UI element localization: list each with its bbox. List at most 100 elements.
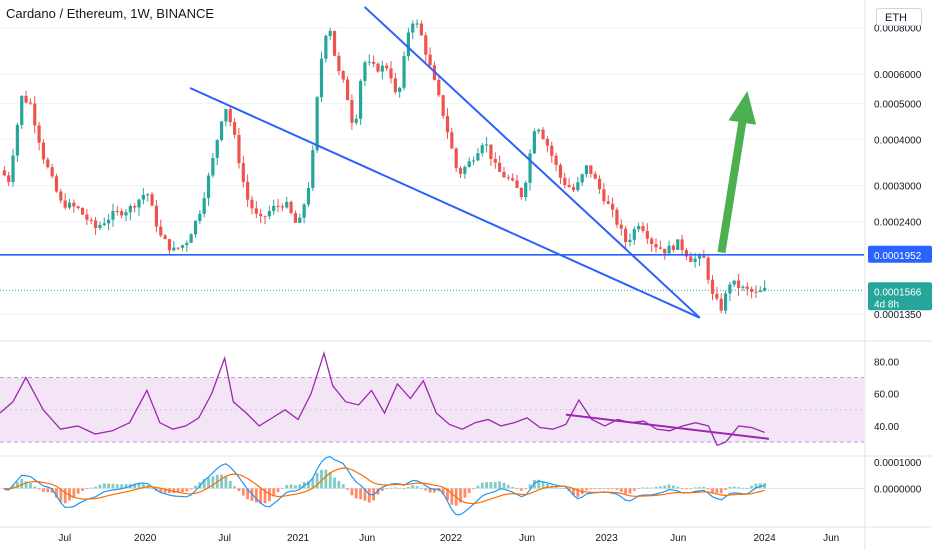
- candle[interactable]: [76, 205, 80, 210]
- candle[interactable]: [619, 219, 623, 236]
- candle[interactable]: [67, 198, 72, 210]
- candle[interactable]: [671, 244, 676, 253]
- candle[interactable]: [624, 225, 628, 249]
- candle[interactable]: [758, 285, 762, 293]
- candle[interactable]: [250, 195, 254, 215]
- candle[interactable]: [33, 96, 37, 134]
- candle[interactable]: [576, 176, 580, 192]
- candle[interactable]: [137, 198, 141, 216]
- candle[interactable]: [219, 120, 224, 142]
- candle[interactable]: [476, 148, 480, 162]
- candle[interactable]: [80, 207, 85, 215]
- candle[interactable]: [406, 28, 410, 61]
- candle[interactable]: [545, 136, 550, 153]
- macd-signal-line[interactable]: [4, 467, 765, 505]
- candle[interactable]: [354, 114, 358, 125]
- candle[interactable]: [706, 255, 710, 284]
- candle[interactable]: [610, 197, 615, 218]
- candle[interactable]: [363, 60, 367, 87]
- candle[interactable]: [267, 205, 271, 220]
- candle[interactable]: [259, 208, 263, 223]
- candle[interactable]: [150, 192, 154, 206]
- candle[interactable]: [654, 238, 658, 253]
- candle[interactable]: [719, 293, 723, 314]
- candle[interactable]: [306, 182, 311, 207]
- candle[interactable]: [50, 163, 54, 179]
- candle[interactable]: [372, 55, 376, 68]
- candle[interactable]: [493, 152, 497, 169]
- candle[interactable]: [93, 216, 98, 235]
- candle[interactable]: [124, 209, 128, 222]
- candle[interactable]: [159, 219, 163, 238]
- candle[interactable]: [298, 213, 302, 224]
- candle[interactable]: [637, 222, 641, 233]
- candle[interactable]: [484, 136, 489, 153]
- candle[interactable]: [285, 196, 289, 209]
- candle[interactable]: [241, 155, 245, 188]
- candle[interactable]: [163, 233, 167, 240]
- candle[interactable]: [215, 139, 219, 166]
- candle[interactable]: [289, 200, 293, 215]
- candle[interactable]: [554, 152, 558, 172]
- candle[interactable]: [154, 200, 159, 233]
- candle[interactable]: [37, 121, 41, 151]
- upper-trendline[interactable]: [363, 6, 701, 319]
- candle[interactable]: [198, 210, 202, 225]
- rsi-divergence-trendline[interactable]: [565, 413, 770, 440]
- candle[interactable]: [302, 203, 306, 224]
- candle[interactable]: [211, 152, 215, 178]
- candle[interactable]: [20, 95, 24, 129]
- candle[interactable]: [102, 217, 106, 227]
- candle[interactable]: [702, 250, 706, 258]
- candle[interactable]: [111, 203, 115, 227]
- candle[interactable]: [750, 286, 754, 299]
- candle[interactable]: [511, 173, 515, 182]
- candle[interactable]: [437, 77, 441, 98]
- candle[interactable]: [580, 173, 584, 187]
- candle[interactable]: [332, 30, 337, 57]
- candle[interactable]: [315, 95, 319, 153]
- candle[interactable]: [602, 183, 606, 205]
- candle[interactable]: [59, 188, 63, 204]
- candle[interactable]: [276, 198, 280, 213]
- candle[interactable]: [736, 273, 741, 297]
- candle[interactable]: [107, 213, 111, 231]
- candle[interactable]: [206, 172, 211, 206]
- candle[interactable]: [167, 238, 172, 255]
- candle[interactable]: [450, 127, 454, 149]
- candle[interactable]: [541, 126, 545, 140]
- candle[interactable]: [667, 240, 671, 254]
- candle[interactable]: [376, 62, 380, 73]
- lower-trendline[interactable]: [189, 87, 701, 319]
- candle[interactable]: [402, 51, 406, 91]
- candle[interactable]: [723, 290, 728, 314]
- candle[interactable]: [345, 76, 350, 101]
- candle[interactable]: [254, 201, 258, 219]
- candle[interactable]: [185, 240, 189, 252]
- candle[interactable]: [311, 145, 315, 192]
- candle[interactable]: [537, 128, 541, 134]
- candle[interactable]: [89, 217, 93, 224]
- candle[interactable]: [441, 94, 445, 119]
- candle[interactable]: [380, 60, 384, 80]
- candle[interactable]: [763, 280, 767, 292]
- candle[interactable]: [24, 90, 28, 104]
- candle[interactable]: [676, 239, 680, 251]
- candle[interactable]: [146, 193, 150, 202]
- candle[interactable]: [741, 285, 745, 291]
- candle[interactable]: [2, 165, 6, 177]
- candle[interactable]: [180, 244, 185, 251]
- candle[interactable]: [202, 192, 206, 218]
- candle[interactable]: [358, 79, 363, 125]
- candle[interactable]: [524, 180, 528, 202]
- candle[interactable]: [571, 183, 576, 193]
- candle[interactable]: [350, 94, 354, 130]
- candle[interactable]: [710, 275, 715, 301]
- candle[interactable]: [172, 241, 176, 252]
- candle[interactable]: [489, 144, 493, 166]
- candle[interactable]: [645, 223, 649, 244]
- candle[interactable]: [424, 32, 428, 63]
- candle[interactable]: [398, 86, 402, 98]
- candle[interactable]: [367, 54, 371, 66]
